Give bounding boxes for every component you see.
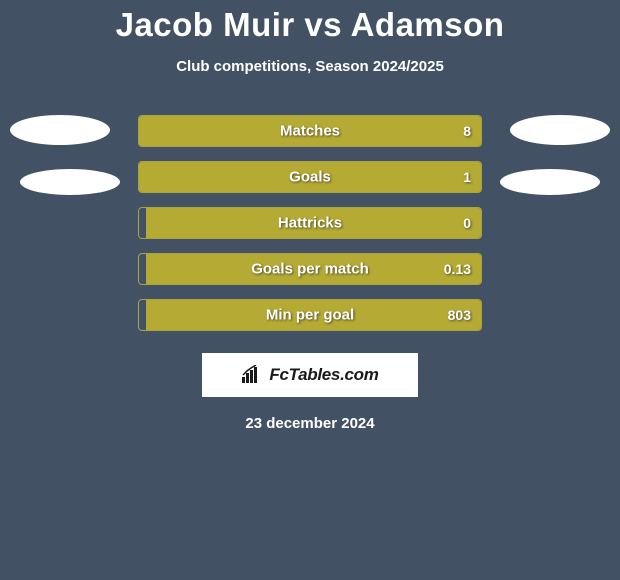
- stat-value-right: 803: [448, 307, 471, 323]
- stat-label: Goals per match: [251, 261, 369, 278]
- page-title: Jacob Muir vs Adamson: [0, 6, 620, 44]
- stat-label: Goals: [289, 169, 331, 186]
- logo-box: FcTables.com: [202, 353, 418, 397]
- stat-row: Hattricks 0: [138, 207, 482, 239]
- bar-chart-icon: [241, 365, 263, 385]
- stats-area: Matches 8 Goals 1 Hattricks 0 Goals per match 0…: [0, 115, 620, 331]
- stat-label: Min per goal: [266, 307, 354, 324]
- stat-row: Min per goal 803: [138, 299, 482, 331]
- comparison-infographic: Jacob Muir vs Adamson Club competitions,…: [0, 0, 620, 432]
- stat-bars: Matches 8 Goals 1 Hattricks 0 Goals per match 0…: [138, 115, 482, 331]
- stat-value-right: 8: [463, 123, 471, 139]
- stat-row: Matches 8: [138, 115, 482, 147]
- stat-row: Goals per match 0.13: [138, 253, 482, 285]
- player-right-ellipse-1: [510, 115, 610, 145]
- stat-value-right: 0.13: [444, 261, 471, 277]
- stat-value-right: 0: [463, 215, 471, 231]
- stat-label: Hattricks: [278, 215, 342, 232]
- subtitle: Club competitions, Season 2024/2025: [0, 58, 620, 75]
- player-left-ellipse-1: [10, 115, 110, 145]
- player-left-ellipse-2: [20, 169, 120, 195]
- logo-text: FcTables.com: [269, 365, 378, 385]
- stat-value-right: 1: [463, 169, 471, 185]
- stat-row: Goals 1: [138, 161, 482, 193]
- date-text: 23 december 2024: [0, 415, 620, 432]
- stat-label: Matches: [280, 123, 340, 140]
- player-right-ellipse-2: [500, 169, 600, 195]
